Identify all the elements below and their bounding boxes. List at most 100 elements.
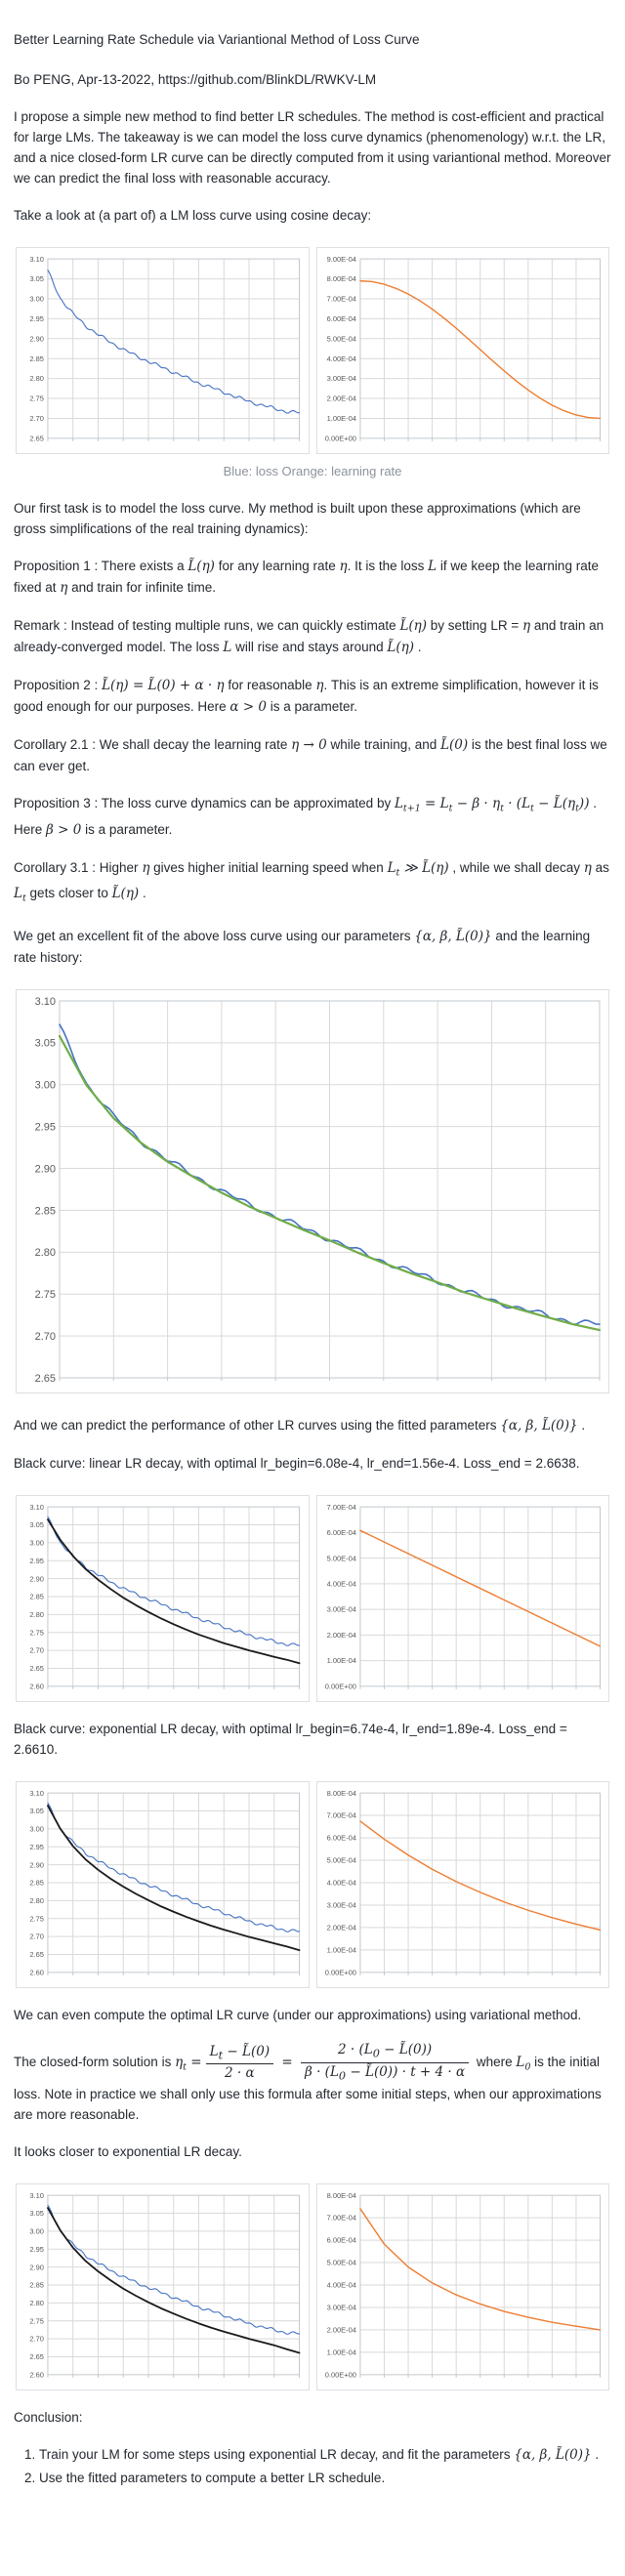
svg-text:2.95: 2.95: [29, 2244, 44, 2253]
svg-text:3.00E-04: 3.00E-04: [326, 1901, 355, 1910]
math-expression: {α, β, L̃(0)}: [414, 929, 492, 945]
svg-text:2.70: 2.70: [29, 2334, 44, 2343]
series-predicted-loss-variational-optimal-lr-: [47, 2206, 301, 2353]
svg-text:1.00E-04: 1.00E-04: [326, 1656, 355, 1665]
closed-form-paragraph: The closed-form solution is ηt = Lt − L̃(…: [14, 2042, 602, 2122]
proposition-3: Proposition 3 : The loss curve dynamics …: [14, 796, 597, 838]
chart-svg-variational-lr: 8.00E-04 7.00E-04 6.00E-04 5.00E-04 4.00E-04…: [324, 2190, 601, 2379]
math-expression: η: [315, 678, 324, 693]
svg-text:5.00E-04: 5.00E-04: [326, 334, 355, 343]
svg-text:5.00E-04: 5.00E-04: [326, 2258, 355, 2266]
svg-text:5.00E-04: 5.00E-04: [326, 1856, 355, 1865]
math-expression: L̃(η): [188, 559, 215, 574]
math-expression: L: [428, 559, 438, 574]
closer-paragraph: It looks closer to exponential LR decay.: [14, 2143, 242, 2159]
math-expression: η: [60, 580, 68, 596]
exp-decay-label: Black curve: exponential LR decay, with …: [14, 1722, 567, 1758]
svg-text:1.00E-04: 1.00E-04: [326, 2347, 355, 2356]
svg-text:2.75: 2.75: [29, 1628, 44, 1637]
math-expression: L̃(η) = L̃(0) + α · η: [102, 678, 225, 693]
svg-text:3.00: 3.00: [29, 295, 44, 304]
exp-chart-pair: 3.10 3.05 3.00 2.95 2.90 2.85 2.80 2.75 2.70 2.65…: [16, 1781, 609, 1989]
svg-text:7.00E-04: 7.00E-04: [326, 1811, 355, 1820]
series-predicted-loss-linear-lr-decay-: [47, 1518, 301, 1665]
math-expression: β · (L0 − L̃(0)) · t + 4 · α: [305, 2063, 466, 2083]
math-expression: η: [583, 859, 592, 876]
svg-text:0.00E+00: 0.00E+00: [324, 2370, 355, 2379]
proposition-1: Proposition 1 : There exists a L̃(η) for…: [14, 559, 599, 596]
svg-text:2.85: 2.85: [29, 1879, 44, 1888]
svg-text:3.00E-04: 3.00E-04: [326, 1605, 355, 1614]
series-learning-rate-variational-closed-form-: [358, 2207, 601, 2331]
learning-rate-chart-variational: 8.00E-04 7.00E-04 6.00E-04 5.00E-04 4.00E-04…: [315, 2182, 609, 2390]
predict-paragraph: And we can predict the performance of ot…: [14, 1418, 586, 1434]
page-title: Better Learning Rate Schedule via Varian…: [14, 32, 420, 47]
svg-text:4.00E-04: 4.00E-04: [326, 1879, 355, 1888]
proposition-2: Proposition 2 : L̃(η) = L̃(0) + α · η fo…: [14, 678, 599, 715]
svg-text:2.70: 2.70: [29, 1646, 44, 1655]
svg-text:2.85: 2.85: [29, 2280, 44, 2289]
svg-text:7.00E-04: 7.00E-04: [326, 1503, 355, 1512]
intro-paragraph: I propose a simple new method to find be…: [14, 109, 611, 186]
svg-text:6.00E-04: 6.00E-04: [326, 1834, 355, 1843]
svg-text:2.80: 2.80: [29, 1610, 44, 1619]
svg-text:8.00E-04: 8.00E-04: [326, 1789, 355, 1798]
svg-text:1.00E-04: 1.00E-04: [326, 414, 355, 423]
series-loss-cosine-lr-run-: [47, 2204, 301, 2335]
math-expression: β > 0: [46, 821, 82, 838]
svg-text:3.05: 3.05: [35, 1038, 56, 1050]
model-intro-paragraph: Our first task is to model the loss curv…: [14, 501, 581, 536]
svg-text:2.70: 2.70: [29, 1932, 44, 1941]
chart-svg-exp-decay-lr: 8.00E-04 7.00E-04 6.00E-04 5.00E-04 4.00E-04…: [324, 1789, 601, 1977]
series-learning-rate-linear-decay-6-08e-4-to-1-56e-4-: [358, 1529, 601, 1647]
chart-caption: Blue: loss Orange: learning rate: [223, 464, 402, 478]
chart-svg-exp-decay-loss: 3.10 3.05 3.00 2.95 2.90 2.85 2.80 2.75 2.70 2.65…: [29, 1789, 301, 1977]
svg-text:3.05: 3.05: [29, 274, 44, 283]
variational-intro-paragraph: We can even compute the optimal LR curve…: [14, 2008, 582, 2023]
svg-text:2.90: 2.90: [29, 1574, 44, 1583]
series-loss-cosine-lr-run-: [47, 1802, 301, 1932]
series-loss-cosine-lr-run-: [47, 1516, 301, 1646]
svg-text:2.85: 2.85: [29, 1593, 44, 1601]
svg-text:3.00E-04: 3.00E-04: [326, 2303, 355, 2311]
chart-svg-fit-of-loss-curve: 3.10 3.05 3.00 2.95 2.90 2.85 2.80 2.75 2.70 2.65: [35, 996, 602, 1385]
chart-svg-cosine-lr: 9.00E-04 8.00E-04 7.00E-04 6.00E-04 5.00E-04…: [324, 255, 601, 442]
math-expression: Lt: [14, 886, 26, 905]
svg-text:2.60: 2.60: [29, 1969, 44, 1977]
loss-fit-chart: 3.10 3.05 3.00 2.95 2.90 2.85 2.80 2.75 2.70 2.65: [16, 989, 609, 1394]
series-learning-rate-exponential-decay-6-74e-4-to-1-89e-4-: [358, 1820, 601, 1932]
svg-text:2.00E-04: 2.00E-04: [326, 1924, 355, 1932]
svg-text:2.00E-04: 2.00E-04: [326, 395, 355, 403]
svg-text:3.10: 3.10: [29, 2190, 44, 2199]
math-expression: L̃(η): [399, 618, 428, 634]
svg-text:2.90: 2.90: [29, 2263, 44, 2271]
svg-text:3.10: 3.10: [29, 1789, 44, 1798]
learning-rate-chart-cosine: 9.00E-04 8.00E-04 7.00E-04 6.00E-04 5.00E-04…: [315, 247, 609, 454]
svg-text:1.00E-04: 1.00E-04: [326, 1946, 355, 1955]
remark: Remark : Instead of testing multiple run…: [14, 618, 604, 655]
svg-text:0.00E+00: 0.00E+00: [324, 1969, 355, 1977]
svg-text:3.00: 3.00: [29, 2226, 44, 2235]
conclusion-item-1: Train your LM for some steps using expon…: [39, 2444, 611, 2466]
series-predicted-loss-exponential-lr-decay-: [47, 1805, 301, 1952]
svg-text:2.95: 2.95: [35, 1122, 56, 1134]
svg-text:8.00E-04: 8.00E-04: [326, 2190, 355, 2199]
svg-text:2.95: 2.95: [29, 314, 44, 323]
byline: Bo PENG, Apr-13-2022, https://github.com…: [14, 72, 377, 87]
svg-text:2.65: 2.65: [29, 1950, 44, 1959]
svg-text:2.85: 2.85: [35, 1205, 56, 1217]
math-expression: η: [142, 859, 150, 876]
svg-text:4.00E-04: 4.00E-04: [326, 2280, 355, 2289]
math-expression: L̃(η): [387, 640, 415, 655]
math-expression: {α, β, L̃(0)}: [514, 2446, 592, 2463]
svg-text:3.00: 3.00: [29, 1825, 44, 1834]
learning-rate-chart-exp: 8.00E-04 7.00E-04 6.00E-04 5.00E-04 4.00E-04…: [315, 1781, 609, 1989]
svg-text:2.80: 2.80: [29, 374, 44, 383]
svg-text:3.00: 3.00: [29, 1539, 44, 1548]
loss-curve-chart-exp: 3.10 3.05 3.00 2.95 2.90 2.85 2.80 2.75 2.70 2.65…: [16, 1781, 310, 1989]
svg-text:3.00E-04: 3.00E-04: [326, 374, 355, 383]
corollary-3-1: Corollary 3.1 : Higher η gives higher in…: [14, 859, 609, 905]
svg-text:2.65: 2.65: [35, 1373, 56, 1385]
svg-text:2.90: 2.90: [35, 1163, 56, 1175]
